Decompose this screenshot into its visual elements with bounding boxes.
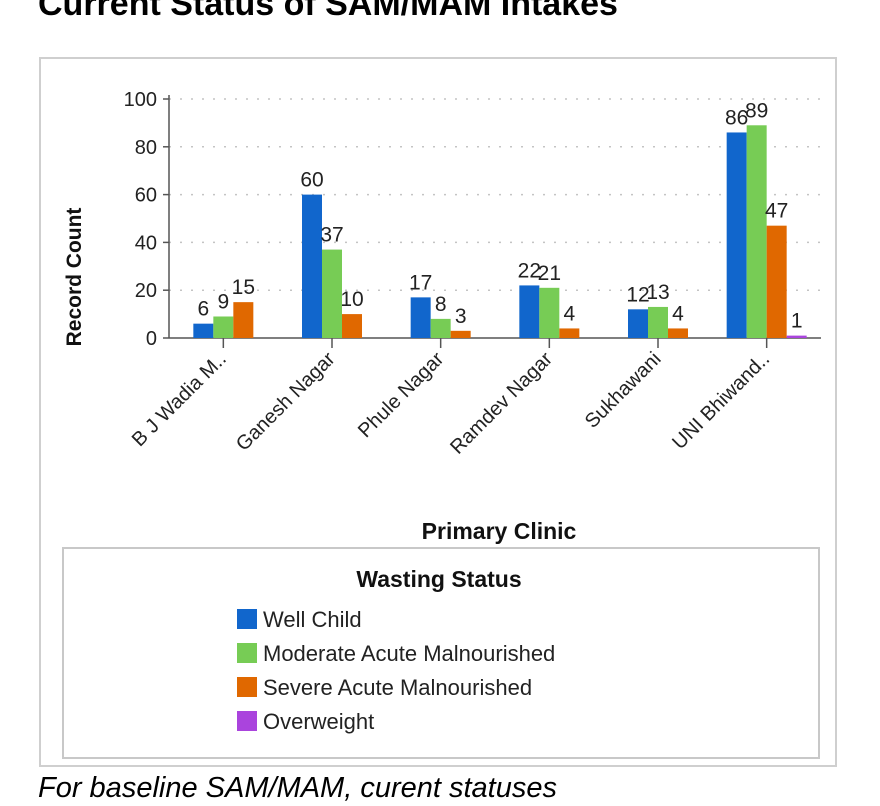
- x-tick-label: Phule Nagar: [354, 348, 448, 442]
- chart-panel: 0 20 40 60 80 100 B J Wadia M.. Ganesh Nagar Phu…: [39, 57, 837, 767]
- bar: [559, 328, 580, 338]
- y-axis-label: Record Count: [63, 208, 86, 347]
- bar: [519, 285, 540, 338]
- y-tick-label: 100: [124, 89, 157, 111]
- data-label: 89: [745, 99, 768, 122]
- data-label: 8: [435, 293, 447, 316]
- bar: [410, 297, 431, 338]
- legend-entry: Moderate Acute Malnourished: [263, 641, 555, 666]
- axes: 0 20 40 60 80 100 B J Wadia M.. Ganesh Nagar Phu…: [124, 89, 821, 459]
- y-tick-label: 20: [135, 280, 157, 302]
- data-label: 17: [409, 271, 432, 294]
- x-axis-label: Primary Clinic: [422, 518, 577, 544]
- data-label: 9: [217, 290, 229, 313]
- bar-chart: 0 20 40 60 80 100 B J Wadia M.. Ganesh Nagar Phu…: [62, 89, 821, 759]
- grid-lines: [169, 98, 821, 291]
- legend-swatch: [237, 609, 257, 629]
- legend-title: Wasting Status: [356, 566, 521, 592]
- bar: [648, 306, 668, 338]
- legend-entry: Severe Acute Malnourished: [263, 675, 532, 700]
- data-label: 86: [725, 106, 748, 129]
- bar: [193, 323, 214, 338]
- bar: [668, 328, 688, 338]
- legend: Wasting Status Well Child Moderate Acute …: [62, 547, 820, 759]
- legend-entry: Well Child: [263, 607, 362, 632]
- data-label: 22: [518, 259, 541, 282]
- x-tick-label: B J Wadia M..: [128, 348, 231, 451]
- x-tick-label: Ramdev Nagar: [446, 348, 557, 459]
- data-label: 4: [563, 302, 575, 325]
- bar: [450, 330, 471, 338]
- page-title: Current Status of SAM/MAM Intakes: [38, 0, 618, 23]
- y-tick-label: 80: [135, 137, 157, 159]
- data-label: 13: [646, 281, 669, 304]
- bar: [766, 225, 787, 338]
- caption: For baseline SAM/MAM, curent statuses: [38, 772, 557, 804]
- bars: [193, 125, 807, 338]
- data-label: 15: [232, 276, 255, 299]
- bar: [213, 316, 234, 338]
- bar: [322, 249, 342, 338]
- data-label: 3: [455, 305, 467, 328]
- bar: [628, 309, 648, 338]
- x-tick-label: UNI Bhiwand..: [668, 348, 774, 454]
- bar: [430, 318, 451, 338]
- data-label: 10: [340, 288, 363, 311]
- legend-swatch: [237, 711, 257, 731]
- x-tick-label: Sukhawani: [581, 348, 666, 433]
- data-label: 4: [672, 302, 684, 325]
- y-tick-label: 0: [146, 328, 157, 350]
- data-label: 12: [626, 283, 649, 306]
- y-tick-label: 60: [135, 185, 157, 207]
- legend-swatch: [237, 643, 257, 663]
- bar: [746, 125, 767, 338]
- bar: [786, 335, 807, 338]
- data-label: 60: [300, 169, 323, 192]
- bar: [342, 314, 362, 338]
- data-label: 6: [197, 298, 209, 321]
- data-label: 47: [765, 200, 788, 223]
- x-tick-label: Ganesh Nagar: [232, 348, 340, 456]
- legend-entry: Overweight: [263, 709, 374, 734]
- bar: [302, 194, 322, 338]
- bar: [233, 302, 254, 338]
- data-label: 21: [538, 262, 561, 285]
- data-label: 37: [320, 224, 343, 247]
- legend-swatch: [237, 677, 257, 697]
- bar: [726, 132, 747, 338]
- y-tick-label: 40: [135, 232, 157, 254]
- data-label: 1: [791, 310, 803, 333]
- bar: [539, 287, 560, 338]
